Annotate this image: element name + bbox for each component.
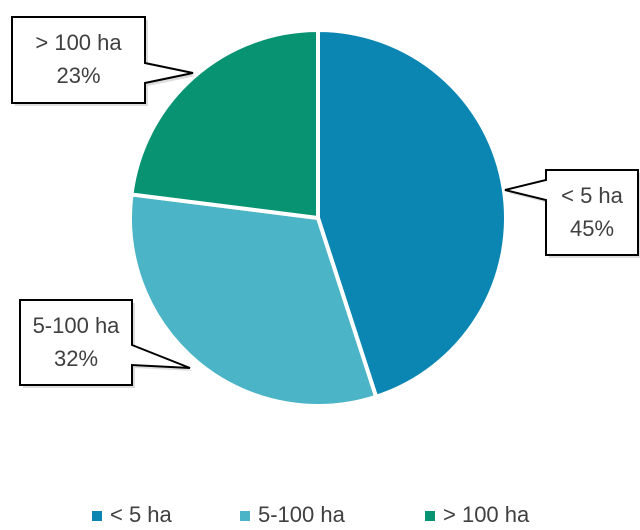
pie-slice [128, 192, 379, 408]
callout-category: 5-100 ha [33, 313, 121, 338]
legend-swatch [240, 511, 250, 521]
legend-label: 5-100 ha [258, 502, 346, 527]
callout-category: > 100 ha [35, 30, 122, 55]
legend-label: < 5 ha [110, 502, 173, 527]
callout-box [19, 299, 191, 386]
callout-value: 32% [54, 346, 98, 371]
legend-swatch [425, 511, 435, 521]
callout-value: 23% [56, 63, 100, 88]
callout-category: < 5 ha [561, 183, 624, 208]
legend-label: > 100 ha [443, 502, 530, 527]
callout-box [11, 16, 194, 104]
pie-slice [129, 27, 320, 221]
legend-swatch [92, 511, 102, 521]
callout-box [504, 169, 639, 256]
pie-slice [316, 27, 508, 400]
callout-value: 45% [570, 216, 614, 241]
